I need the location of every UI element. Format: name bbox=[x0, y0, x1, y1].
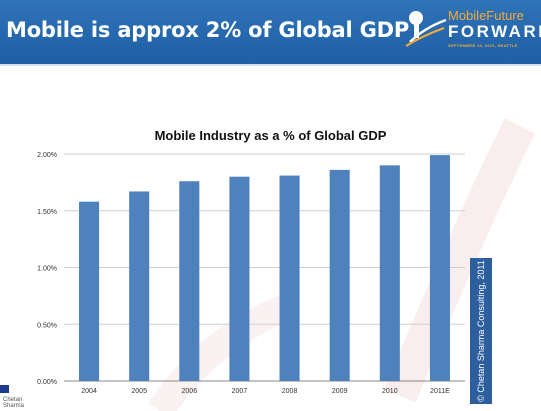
chart-title: Mobile Industry as a % of Global GDP bbox=[154, 128, 387, 143]
x-tick-label: 2006 bbox=[182, 388, 198, 395]
bar bbox=[179, 181, 200, 381]
y-tick-label: 0.50% bbox=[37, 322, 57, 329]
bar bbox=[379, 165, 400, 381]
y-tick-label: 1.50% bbox=[37, 209, 57, 216]
slide-title: Mobile is approx 2% of Global GDP bbox=[6, 18, 410, 42]
x-tick-label: 2004 bbox=[81, 388, 97, 395]
x-tick-label: 2009 bbox=[332, 388, 348, 395]
header-divider bbox=[0, 64, 541, 66]
logo-text-forward: FORWARD bbox=[448, 22, 541, 41]
figure-logo-icon bbox=[405, 11, 447, 47]
y-tick-label: 2.00% bbox=[37, 152, 57, 159]
mobile-future-forward-logo: MobileFuture FORWARD SEPTEMBER 13, 2011,… bbox=[398, 2, 541, 62]
bar bbox=[229, 176, 250, 381]
x-tick-label: 2010 bbox=[382, 388, 398, 395]
y-tick-label: 0.00% bbox=[37, 379, 57, 386]
corner-flag-icon bbox=[0, 385, 9, 393]
bar bbox=[129, 191, 150, 381]
bar bbox=[429, 155, 450, 381]
x-tick-label: 2007 bbox=[232, 388, 248, 395]
header-banner: Mobile is approx 2% of Global GDP Mobile… bbox=[0, 0, 541, 64]
x-tick-label: 2005 bbox=[131, 388, 147, 395]
background-watermark bbox=[148, 118, 536, 411]
x-tick-label: 2008 bbox=[282, 388, 298, 395]
corner-logo-text: Chetan Sharma bbox=[3, 397, 25, 409]
y-tick-label: 1.00% bbox=[37, 266, 57, 273]
bar bbox=[79, 201, 100, 381]
copyright-box: © Chetan Sharma Consulting, 2011 bbox=[470, 258, 492, 404]
bar bbox=[279, 175, 300, 381]
x-tick-label: 2011E bbox=[430, 388, 450, 395]
corner-logo: Chetan Sharma bbox=[0, 385, 40, 411]
copyright-text: © Chetan Sharma Consulting, 2011 bbox=[476, 260, 486, 402]
logo-text-date: SEPTEMBER 13, 2011, SEATTLE bbox=[448, 43, 518, 48]
logo-text-mobilefuture: MobileFuture bbox=[448, 8, 524, 23]
bar bbox=[329, 169, 350, 381]
